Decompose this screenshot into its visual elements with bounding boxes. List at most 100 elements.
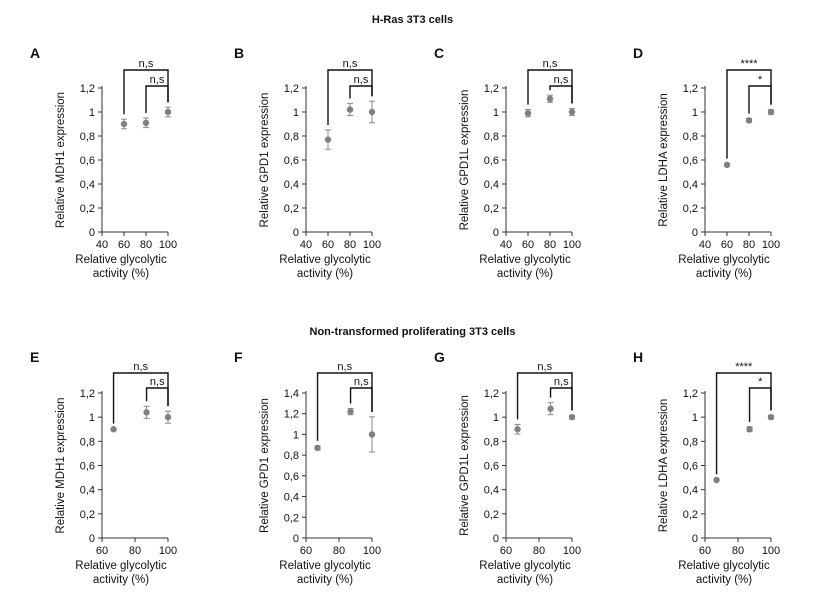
data-point-b <box>368 108 376 116</box>
x-tick-label-f: 60 <box>300 545 312 557</box>
data-point-g <box>514 426 521 433</box>
panel-letter-e: E <box>30 349 39 365</box>
panel-letter-d: D <box>633 45 643 61</box>
significance-label-a: n,s <box>150 74 165 86</box>
significance-label-e: n,s <box>133 361 148 373</box>
data-point-e <box>143 409 150 416</box>
y-tick-label-f: 1,2 <box>284 409 299 421</box>
x-axis-label-d: Relative glycolytic <box>678 254 770 266</box>
x-tick-label-f: 80 <box>333 545 345 557</box>
y-tick-label-g: 0,2 <box>484 509 499 521</box>
x-axis-label-b: Relative glycolytic <box>279 254 371 266</box>
x-axis-label-f: Relative glycolytic <box>279 560 371 572</box>
data-point-g <box>568 413 576 421</box>
significance-label-d: **** <box>740 58 758 70</box>
section-title-nontransformed: Non-transformed proliferating 3T3 cells <box>309 326 516 338</box>
y-tick-label-f: 0 <box>293 533 299 545</box>
panel-letter-h: H <box>633 349 643 365</box>
x-tick-label-a: 60 <box>118 239 130 251</box>
y-tick-label-h: 1,2 <box>683 388 698 400</box>
y-tick-label-e: 0,2 <box>80 509 95 521</box>
significance-label-c: n,s <box>554 74 569 86</box>
y-tick-label-g: 0,6 <box>484 461 499 473</box>
panel-letter-f: F <box>234 349 243 365</box>
x-axis-label-c: Relative glycolytic <box>479 254 571 266</box>
y-axis-label-g: Relative GPD1L expression <box>459 395 471 536</box>
y-tick-label-g: 1 <box>493 412 499 424</box>
data-point-a <box>164 108 172 116</box>
data-point-a <box>120 120 128 128</box>
y-axis-label-h: Relative LDHA expression <box>658 399 670 533</box>
y-tick-label-b: 1 <box>293 107 299 119</box>
significance-bracket-b <box>349 85 373 99</box>
x-tick-label-d: 80 <box>743 239 755 251</box>
y-tick-label-a: 1 <box>89 107 95 119</box>
significance-bracket-f <box>349 387 373 412</box>
x-tick-label-b: 60 <box>322 239 334 251</box>
section-title-hras: H-Ras 3T3 cells <box>371 14 454 26</box>
x-tick-label-g: 60 <box>500 545 512 557</box>
significance-bracket-e <box>145 387 169 407</box>
y-tick-label-c: 1 <box>493 107 499 119</box>
x-tick-label-g: 100 <box>563 545 581 557</box>
significance-label-g: n,s <box>554 376 569 388</box>
x-tick-label-c: 80 <box>544 239 556 251</box>
data-point-f <box>368 431 376 438</box>
y-tick-label-h: 0,8 <box>683 436 698 448</box>
x-axis-label-a: Relative glycolytic <box>75 254 167 266</box>
x-tick-label-d: 100 <box>762 239 780 251</box>
y-axis-label-e: Relative MDH1 expression <box>55 397 67 533</box>
x-axis-label-a: activity (%) <box>93 268 149 280</box>
y-tick-label-d: 0 <box>692 227 698 239</box>
significance-bracket-d <box>726 69 772 159</box>
x-tick-label-a: 40 <box>96 239 108 251</box>
y-tick-label-g: 0,4 <box>484 485 499 497</box>
y-tick-label-d: 1,2 <box>683 83 698 95</box>
significance-bracket-d <box>748 85 772 114</box>
y-tick-label-c: 0,8 <box>484 131 499 143</box>
data-point-b <box>346 106 354 113</box>
data-point-c <box>546 95 554 103</box>
significance-bracket-h <box>748 387 772 422</box>
y-tick-label-a: 0,6 <box>80 155 95 167</box>
x-tick-label-h: 80 <box>732 545 744 557</box>
significance-label-b: n,s <box>343 58 358 70</box>
y-tick-label-f: 0,4 <box>284 492 299 504</box>
x-axis-label-g: Relative glycolytic <box>479 560 571 572</box>
x-tick-label-b: 40 <box>300 239 312 251</box>
y-tick-label-e: 0,4 <box>80 485 95 497</box>
y-tick-label-f: 1 <box>293 429 299 441</box>
data-point-d <box>767 108 775 116</box>
x-tick-label-a: 80 <box>140 239 152 251</box>
x-tick-label-c: 40 <box>500 239 512 251</box>
y-tick-label-c: 0,6 <box>484 155 499 167</box>
x-tick-label-e: 100 <box>159 545 177 557</box>
y-tick-label-d: 0,8 <box>683 131 698 143</box>
panel-letter-c: C <box>434 45 444 61</box>
significance-label-e: n,s <box>150 376 165 388</box>
y-tick-label-b: 0,6 <box>284 155 299 167</box>
y-tick-label-h: 0,2 <box>683 509 698 521</box>
y-tick-label-f: 0,8 <box>284 450 299 462</box>
significance-label-a: n,s <box>139 58 154 70</box>
data-point-h <box>746 426 753 433</box>
data-point-c <box>568 108 576 116</box>
y-tick-label-a: 0,8 <box>80 131 95 143</box>
x-tick-label-g: 80 <box>533 545 545 557</box>
x-axis-label-d: activity (%) <box>696 268 752 280</box>
y-tick-label-f: 0,6 <box>284 471 299 483</box>
significance-label-d: * <box>758 74 763 86</box>
y-tick-label-a: 1,2 <box>80 83 95 95</box>
x-axis-label-f: activity (%) <box>297 574 353 586</box>
panel-letter-a: A <box>30 45 40 61</box>
y-tick-label-b: 0 <box>293 227 299 239</box>
y-tick-label-h: 0,4 <box>683 485 698 497</box>
y-axis-label-f: Relative GPD1 expression <box>259 398 271 533</box>
y-tick-label-d: 1 <box>692 107 698 119</box>
y-tick-label-e: 1,2 <box>80 388 95 400</box>
data-point-h <box>713 476 720 484</box>
y-tick-label-e: 1 <box>89 412 95 424</box>
data-point-f <box>347 408 354 415</box>
y-tick-label-f: 1,4 <box>284 388 299 400</box>
panel-letter-g: G <box>434 349 445 365</box>
